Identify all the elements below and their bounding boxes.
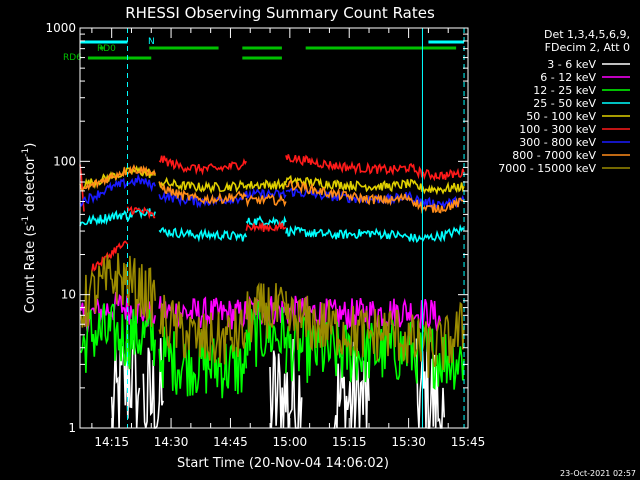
y-axis-label-sup1: -1	[21, 216, 31, 225]
series-line	[245, 220, 287, 233]
legend-entry-label: 3 - 6 keV	[547, 58, 596, 71]
y-tick-label: 1000	[45, 21, 76, 35]
x-tick-label: 14:30	[154, 435, 189, 449]
legend-entry-label: 7000 - 15000 keV	[498, 162, 596, 175]
chart-title: RHESSI Observing Summary Count Rates	[125, 4, 435, 22]
series-line	[158, 294, 247, 365]
legend-header-line: Det 1,3,4,5,6,9,	[544, 28, 630, 41]
x-tick-label: 15:30	[391, 435, 426, 449]
series-line	[415, 337, 445, 429]
legend-entry-label: 100 - 300 keV	[519, 123, 596, 136]
legend-entry-label: 25 - 50 keV	[533, 97, 596, 110]
series-line	[245, 193, 287, 208]
legend-entry-label: 12 - 25 keV	[533, 84, 596, 97]
series-line	[158, 226, 248, 243]
x-tick-label: 14:15	[94, 435, 129, 449]
flag-label-n: N	[148, 37, 155, 47]
series-line	[285, 179, 465, 214]
series-line	[79, 163, 156, 193]
x-tick-label: 14:45	[213, 435, 248, 449]
legend-entry-label: 6 - 12 keV	[540, 71, 596, 84]
y-tick-label: 1	[68, 421, 76, 435]
series-line	[126, 205, 156, 220]
series-line	[79, 253, 156, 328]
series-25-50-kev	[79, 207, 465, 244]
series-line	[79, 209, 133, 227]
y-axis-label-part1: Count Rate (s	[23, 225, 38, 314]
y-axis-label: Count Rate (s-1 detector-1)	[21, 143, 38, 314]
series-line	[79, 173, 156, 208]
plot-frame	[79, 27, 469, 429]
legend: Det 1,3,4,5,6,9,FDecim 2, Att 0 3 - 6 keV…	[498, 28, 630, 175]
series-line	[79, 303, 156, 373]
series-line	[285, 291, 465, 378]
series-100-300-kev	[79, 154, 465, 272]
timestamp: 23-Oct-2021 02:57	[560, 469, 636, 478]
series-line	[91, 240, 129, 272]
legend-entry-label: 50 - 100 keV	[526, 110, 596, 123]
y-axis-label-part3: )	[23, 143, 38, 148]
series-line	[158, 181, 247, 205]
series-line	[285, 223, 465, 244]
series-line	[285, 154, 465, 182]
legend-entry-label: 800 - 7000 keV	[512, 149, 596, 162]
x-tick-label: 15:15	[332, 435, 367, 449]
y-tick-label: 10	[61, 288, 76, 302]
series-line	[245, 281, 287, 343]
y-tick-label: 100	[53, 154, 76, 168]
flag-label-rd6: RD6	[63, 53, 82, 63]
legend-entry-label: 300 - 800 keV	[519, 136, 596, 149]
y-axis-label-sup2: -1	[21, 148, 31, 157]
series-line	[245, 177, 287, 190]
y-axis-label-part2: detector	[23, 156, 38, 216]
x-tick-label: 15:00	[273, 435, 308, 449]
series-line	[285, 174, 465, 196]
legend-header-line: FDecim 2, Att 0	[545, 41, 630, 54]
series-line	[79, 291, 156, 333]
series-line	[285, 295, 442, 333]
series-7000-15000-kev	[79, 253, 465, 378]
series-line	[158, 176, 247, 195]
x-axis-label: Start Time (20-Nov-04 14:06:02)	[177, 456, 389, 471]
flag-label-rd0: RD0	[97, 44, 116, 54]
series-line	[158, 155, 248, 176]
series-line	[130, 207, 156, 220]
x-tick-label: 15:45	[451, 435, 486, 449]
series-800-7000-kev	[79, 163, 465, 214]
